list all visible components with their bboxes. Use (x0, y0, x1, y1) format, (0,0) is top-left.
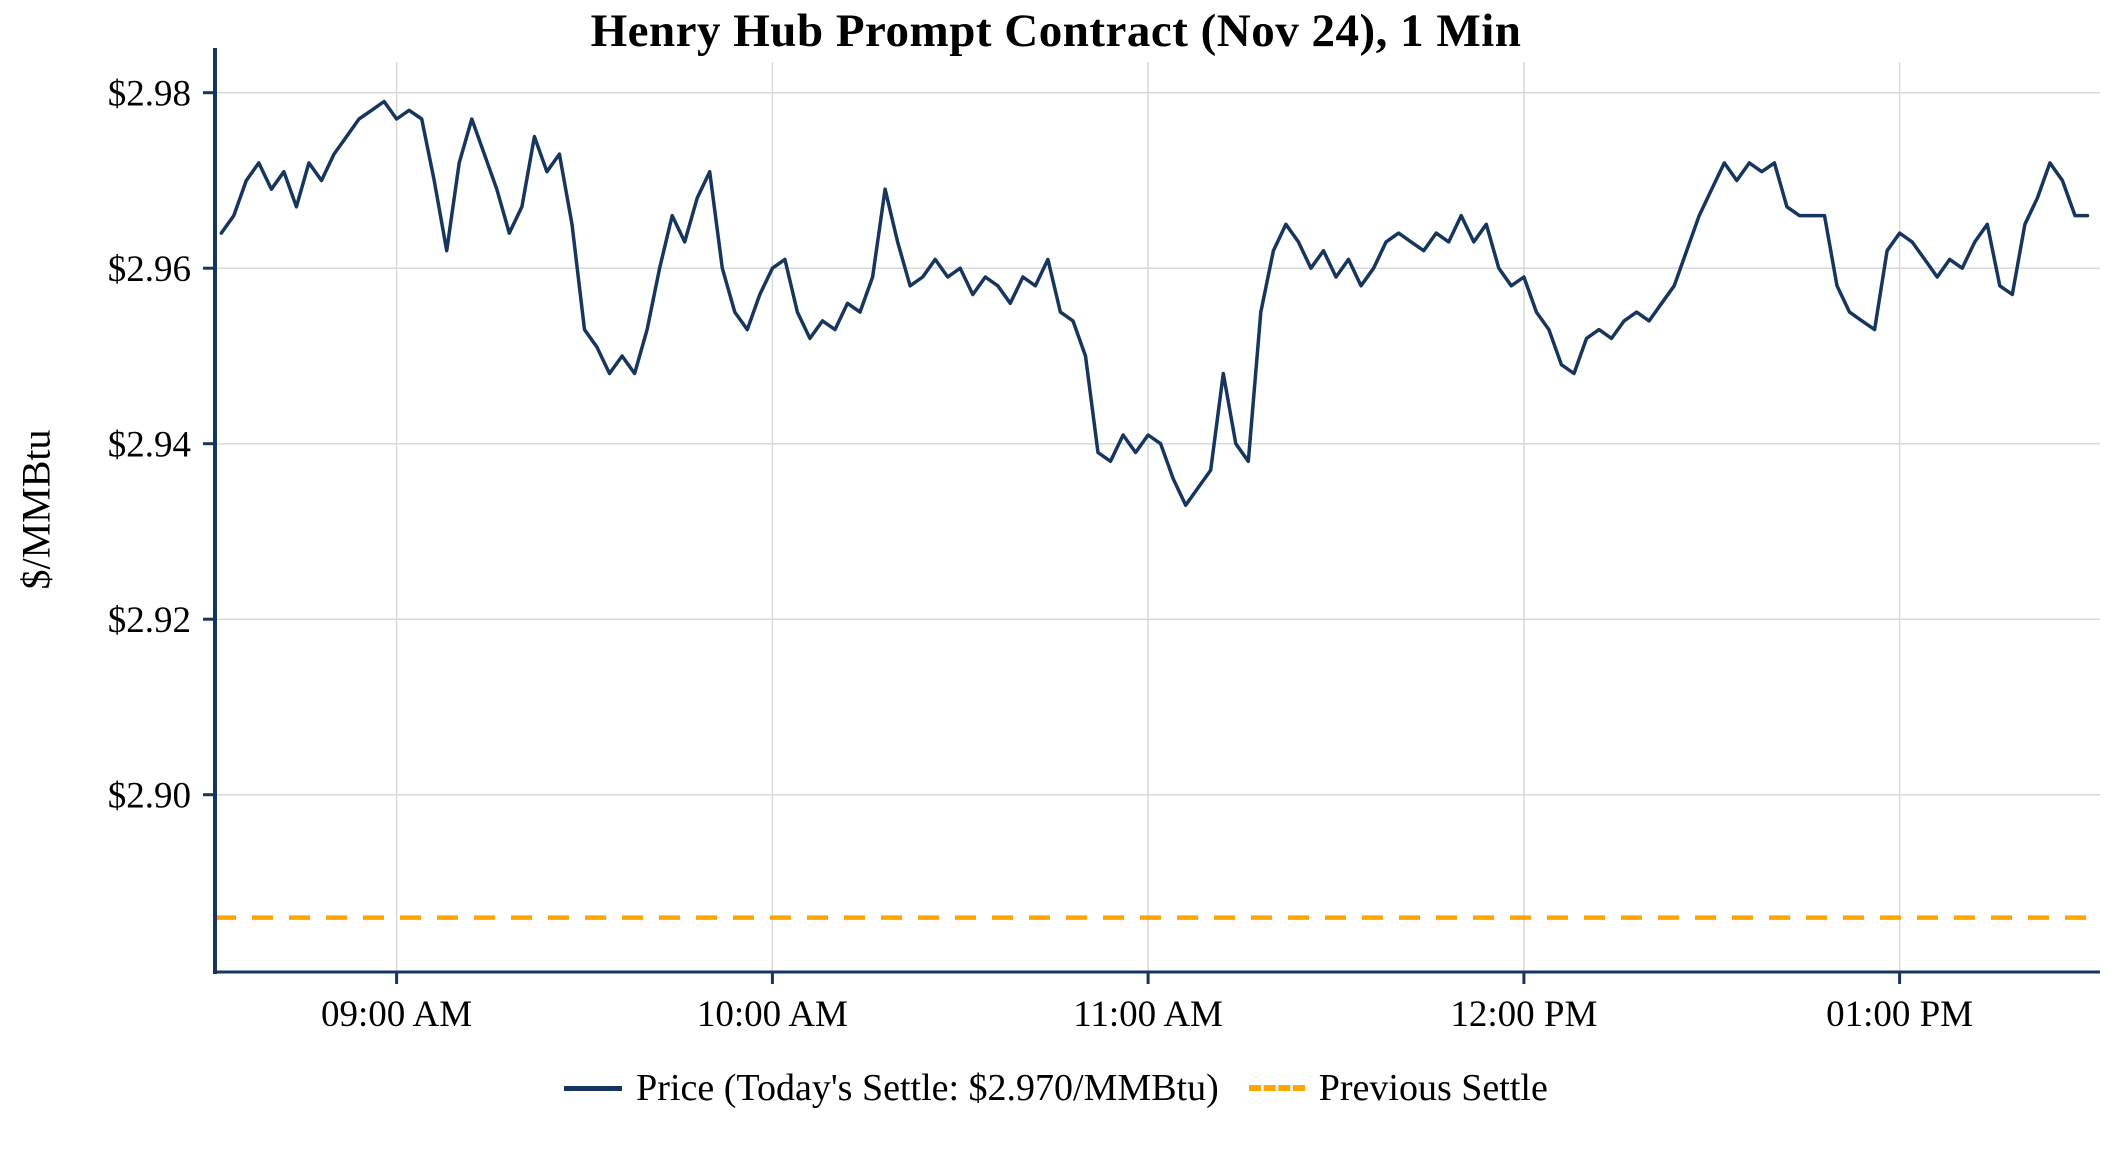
legend: Price (Today's Settle: $2.970/MMBtu) Pre… (0, 1066, 2112, 1110)
legend-label-price: Price (Today's Settle: $2.970/MMBtu) (636, 1067, 1219, 1109)
y-tick-label: $2.90 (108, 776, 191, 817)
legend-label-previous-settle: Previous Settle (1318, 1067, 1548, 1109)
x-tick-label: 10:00 AM (697, 994, 848, 1035)
y-tick-label: $2.92 (108, 600, 191, 641)
y-tick-label: $2.96 (108, 249, 191, 290)
legend-item-price: Price (Today's Settle: $2.970/MMBtu) (564, 1066, 1219, 1110)
legend-item-previous-settle: Previous Settle (1248, 1066, 1548, 1110)
x-tick-label: 01:00 PM (1826, 994, 1973, 1035)
price-line (219, 99, 2090, 507)
price-line-swatch (564, 1085, 623, 1091)
x-tick-label: 12:00 PM (1450, 994, 1597, 1035)
y-tick-label: $2.94 (108, 425, 191, 466)
x-tick-label: 11:00 AM (1073, 994, 1223, 1035)
chart-title: Henry Hub Prompt Contract (Nov 24), 1 Mi… (590, 5, 1522, 57)
x-tick-label: 09:00 AM (321, 994, 472, 1035)
y-tick-label: $2.98 (108, 74, 191, 115)
previous-settle-swatch (1248, 1085, 1305, 1091)
